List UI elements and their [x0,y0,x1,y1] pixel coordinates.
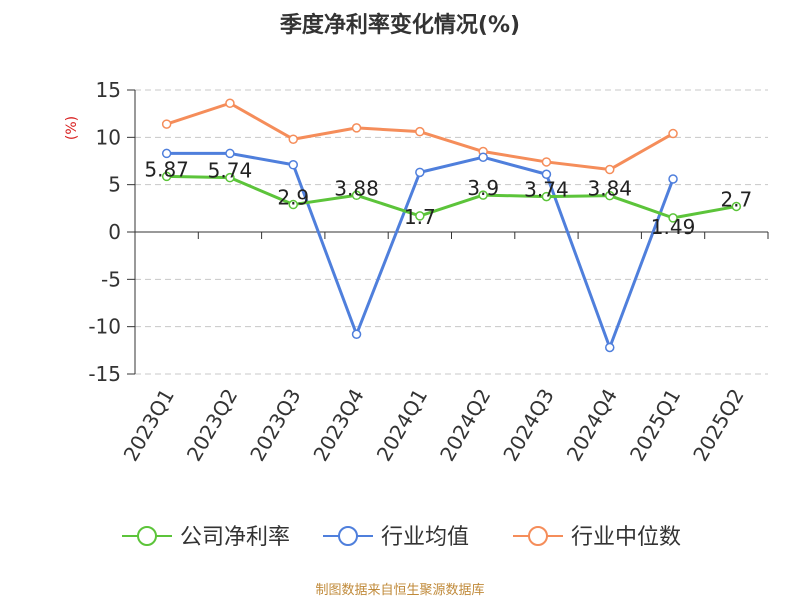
data-point [225,172,235,183]
legend-label: 行业均值 [381,525,469,550]
series-line [166,174,737,220]
y-tick-label: 5 [108,173,121,197]
legend-swatch-marker [528,526,548,546]
data-point [668,174,678,184]
data-point [731,201,742,212]
data-label: 3.84 [587,177,632,201]
data-point [605,164,615,175]
data-point [541,157,552,167]
data-point [351,329,362,339]
x-tick-label: 2023Q2 [182,385,242,466]
legend-swatch-marker [338,526,358,546]
data-label: 1.49 [651,215,696,239]
legend-swatch-marker [137,526,157,546]
data-label: 3.9 [467,176,499,200]
data-point [288,160,298,170]
y-tick-label: -15 [88,362,121,386]
series-group [161,98,742,353]
grid [135,89,768,375]
data-point [225,148,235,159]
footer-source: 制图数据来自恒生聚源数据库 [315,582,484,598]
data-point [605,190,615,201]
data-label: 3.88 [334,176,379,200]
data-point [351,190,362,201]
series-industry-median [161,98,678,175]
data-label: 5.74 [208,159,253,183]
chart-title: 季度净利率变化情况(%) [280,12,520,38]
data-label: 1.7 [404,205,436,229]
data-point [478,152,488,162]
y-tick-label: 0 [108,220,121,244]
data-point [415,126,425,137]
y-tick-label: -5 [101,267,121,291]
data-point [668,213,678,223]
data-point [415,211,425,221]
x-tick-label: 2023Q4 [308,385,368,466]
legend-label: 公司净利率 [180,525,290,550]
data-point [415,167,425,178]
x-tick-label: 2024Q1 [372,385,432,466]
x-tick-label: 2023Q1 [119,385,179,466]
x-tick-label: 2025Q2 [688,385,748,466]
data-point [225,98,235,109]
data-point [351,123,362,133]
data-labels: 5.87 5.74 2.9 3.88 1.7 3.9 3.74 3.84 1.49 2.7 [144,157,752,238]
x-tick-label: 2024Q4 [562,385,622,466]
data-label: 5.87 [144,157,189,181]
data-point [668,128,678,139]
x-tick-label: 2024Q3 [498,385,558,466]
y-axis-label: (%) [64,116,80,140]
data-label: 3.74 [524,178,569,202]
x-tick-label: 2024Q2 [435,385,495,466]
data-point [478,190,488,200]
series-industry-mean [161,148,678,353]
data-point [161,171,172,182]
data-point [161,148,172,159]
data-label: 2.9 [277,186,309,210]
y-tick-label: 10 [96,125,121,149]
data-point [288,134,298,144]
data-label: 2.7 [720,187,752,211]
x-tick-label: 2025Q1 [625,385,685,466]
legend-label: 行业中位数 [571,525,681,550]
data-point [161,119,172,129]
data-point [605,342,615,353]
data-point [541,191,552,202]
x-tick-label: 2023Q3 [245,385,305,466]
y-tick-label: 15 [96,78,121,102]
data-point [541,169,552,180]
legend: 公司净利率 行业均值 行业中位数 [122,525,681,550]
data-point [288,199,298,210]
series-company [161,171,742,223]
y-tick-label: -10 [88,315,121,339]
